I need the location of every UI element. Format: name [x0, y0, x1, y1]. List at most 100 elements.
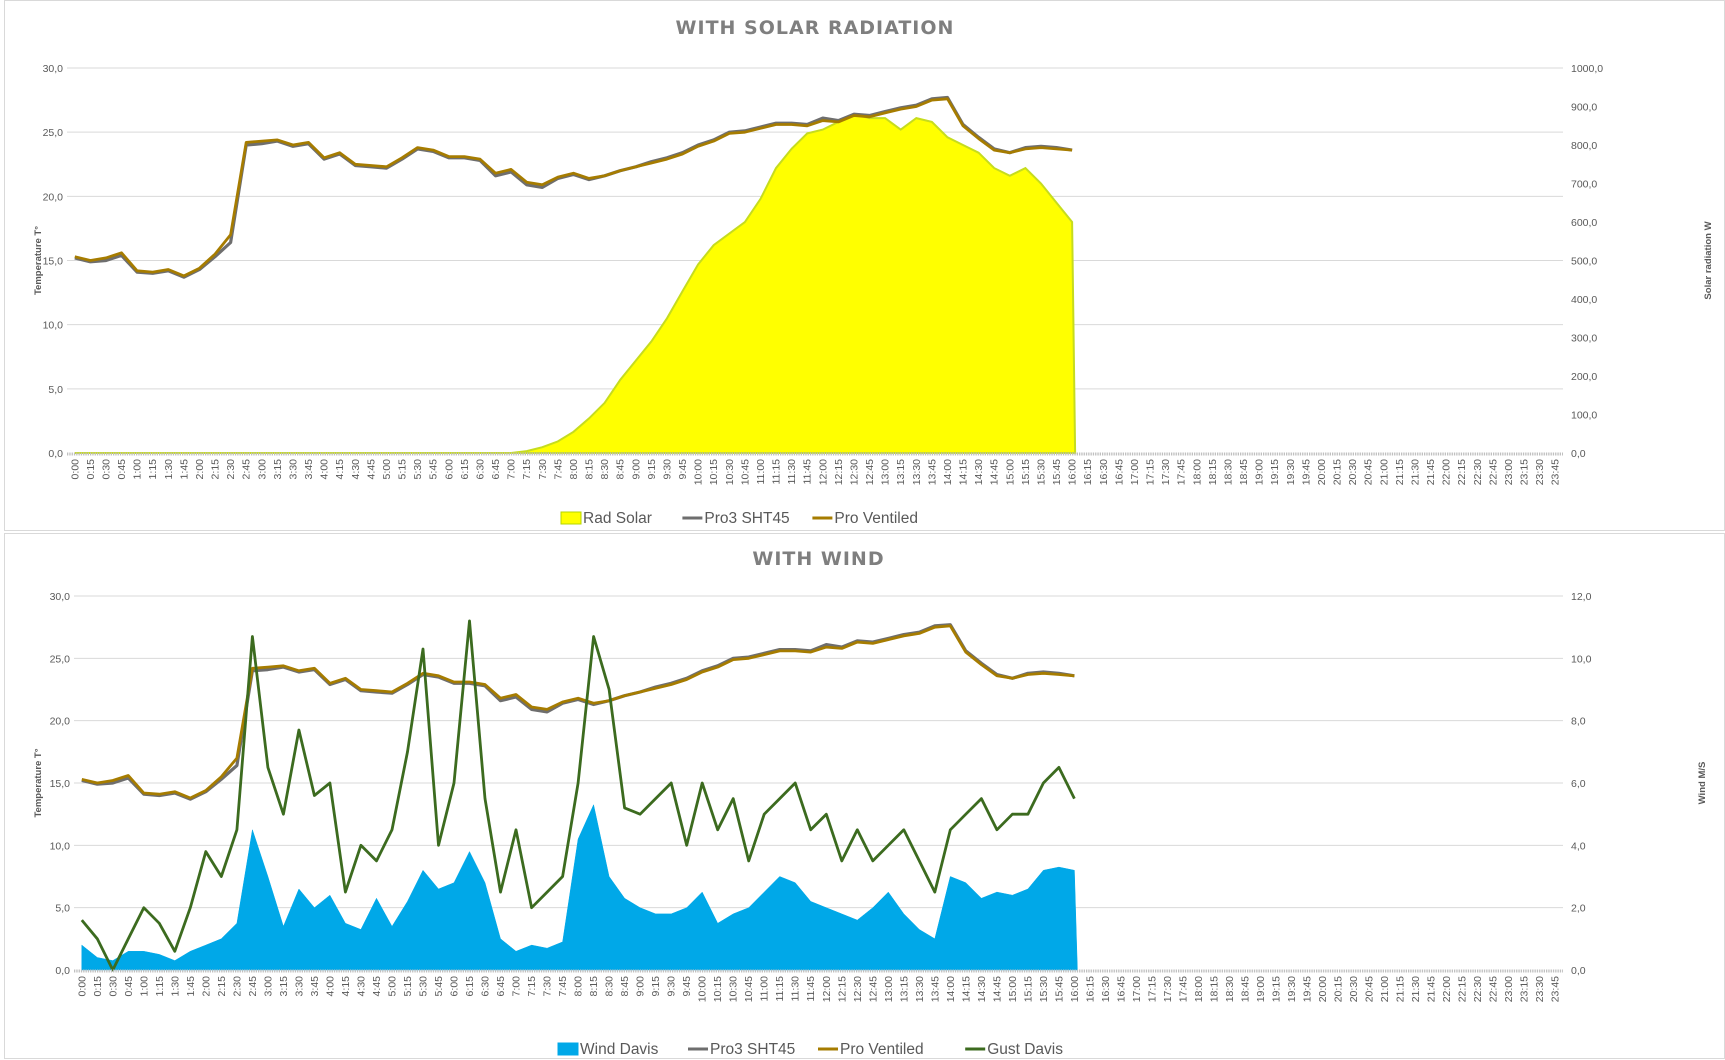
x-tick-label: 1:00	[132, 459, 144, 480]
x-tick-label: 6:30	[474, 459, 486, 480]
x-tick-label: 9:30	[666, 976, 678, 997]
x-tick-label: 1:15	[154, 976, 166, 997]
legend-swatch	[557, 1042, 579, 1056]
legend-swatch	[560, 511, 582, 525]
y2-tick-label: 8,0	[1571, 716, 1586, 728]
x-tick-label: 13:30	[914, 976, 926, 1002]
x-tick-label: 21:30	[1409, 459, 1421, 485]
x-tick-label: 7:15	[521, 459, 533, 480]
x-tick-label: 20:45	[1364, 976, 1376, 1002]
x-tick-label: 12:00	[821, 976, 833, 1002]
x-tick-label: 23:45	[1550, 976, 1562, 1002]
x-tick-label: 9:30	[661, 459, 673, 480]
x-tick-label: 14:15	[958, 459, 970, 485]
x-tick-label: 7:00	[506, 459, 518, 480]
x-tick-label: 10:30	[728, 976, 740, 1002]
x-tick-label: 11:15	[774, 976, 786, 1002]
x-tick-label: 6:45	[495, 976, 507, 997]
x-tick-label: 4:00	[319, 459, 331, 480]
solar-radiation-chart[interactable]: WITH SOLAR RADIATION 0,0 5,0 10,0 15,0 20,0 25…	[4, 0, 1725, 531]
x-tick-label: 2:45	[241, 459, 253, 480]
y-tick-label: 15,0	[50, 778, 71, 790]
y2-tick-label: 900,0	[1571, 102, 1597, 114]
x-tick-label: 16:45	[1113, 459, 1125, 485]
x-tick-label: 20:00	[1317, 976, 1329, 1002]
x-tick-label: 2:15	[216, 976, 228, 997]
x-tick-label: 13:15	[895, 459, 907, 485]
x-tick-label: 2:30	[225, 459, 237, 480]
y2-tick-label: 0,0	[1571, 448, 1586, 460]
x-tick-label: 18:30	[1224, 976, 1236, 1002]
x-tick-label: 22:30	[1472, 976, 1484, 1002]
x-tick-label: 16:00	[1069, 976, 1081, 1002]
y-axis-title: Temperature T°	[33, 748, 44, 817]
x-tick-label: 15:45	[1053, 976, 1065, 1002]
x-tick-label: 4:15	[340, 976, 352, 997]
x-tick-label: 12:45	[864, 459, 876, 485]
x-tick-label: 8:00	[568, 459, 580, 480]
y-tick-label: 25,0	[50, 653, 71, 665]
y-tick-label: 15,0	[43, 256, 64, 268]
x-tick-label: 8:45	[615, 459, 627, 480]
x-tick-label: 11:00	[755, 459, 767, 485]
x-tick-label: 18:15	[1207, 459, 1219, 485]
x-tick-label: 1:00	[138, 976, 150, 997]
x-tick-label: 2:15	[210, 459, 222, 480]
x-tick-label: 21:00	[1378, 459, 1390, 485]
x-tick-label: 9:00	[635, 976, 647, 997]
x-tick-label: 12:15	[836, 976, 848, 1002]
x-tick-label: 18:00	[1191, 459, 1203, 485]
y2-tick-label: 600,0	[1571, 217, 1597, 229]
x-tick-label: 3:15	[278, 976, 290, 997]
y-tick-label: 25,0	[43, 127, 64, 139]
x-tick-label: 12:45	[867, 976, 879, 1002]
x-tick-label: 21:45	[1426, 976, 1438, 1002]
x-tick-label: 13:15	[898, 976, 910, 1002]
area-series-wind-davis	[81, 804, 1078, 971]
x-tick-label: 6:30	[480, 976, 492, 997]
y-tick-label: 10,0	[50, 840, 71, 852]
x-tick-label: 14:30	[973, 459, 985, 485]
x-tick-label: 11:30	[786, 459, 798, 485]
y-axis-title: Temperature T°	[33, 226, 44, 295]
x-tick-label: 21:00	[1379, 976, 1391, 1002]
x-tick-label: 23:00	[1503, 459, 1515, 485]
x-tick-label: 3:00	[256, 459, 268, 480]
x-tick-label: 11:15	[771, 459, 783, 485]
x-tick-label: 14:45	[989, 459, 1001, 485]
x-tick-label: 16:15	[1084, 976, 1096, 1002]
x-tick-label: 7:45	[557, 976, 569, 997]
y2-tick-label: 6,0	[1571, 778, 1586, 790]
x-tick-label: 1:30	[163, 459, 175, 480]
x-tick-label: 4:30	[350, 459, 362, 480]
x-tick-label: 17:15	[1145, 459, 1157, 485]
x-tick-label: 0:00	[69, 459, 81, 480]
x-tick-label: 0:00	[76, 976, 88, 997]
x-tick-label: 3:00	[262, 976, 274, 997]
x-tick-label: 21:45	[1425, 459, 1437, 485]
x-tick-label: 8:00	[573, 976, 585, 997]
legend-label: Rad Solar	[583, 510, 652, 527]
x-tick-label: 19:15	[1271, 976, 1283, 1002]
x-tick-label: 22:15	[1456, 459, 1468, 485]
x-tick-label: 22:45	[1488, 976, 1500, 1002]
area-series-rad-solar	[74, 113, 1077, 454]
x-tick-label: 20:15	[1333, 976, 1345, 1002]
x-tick-label: 5:45	[433, 976, 445, 997]
x-tick-label: 17:00	[1131, 976, 1143, 1002]
x-tick-label: 7:45	[552, 459, 564, 480]
wind-chart[interactable]: WITH WIND 0,0 5,0 10,0 15,0 20,0 25,0 30,0 0,0 2,…	[4, 533, 1725, 1059]
x-tick-label: 20:45	[1363, 459, 1375, 485]
x-tick-label: 13:45	[929, 976, 941, 1002]
y-tick-label: 20,0	[43, 191, 64, 203]
x-tick-label: 10:15	[708, 459, 720, 485]
x-tick-label: 12:30	[848, 459, 860, 485]
x-tick-label: 14:00	[945, 976, 957, 1002]
x-tick-label: 5:30	[412, 459, 424, 480]
x-tick-label: 10:15	[712, 976, 724, 1002]
x-tick-label: 6:15	[459, 459, 471, 480]
y-tick-label: 0,0	[48, 448, 63, 460]
x-tick-label: 15:45	[1051, 459, 1063, 485]
y-tick-label: 5,0	[48, 384, 63, 396]
x-tick-label: 4:00	[324, 976, 336, 997]
